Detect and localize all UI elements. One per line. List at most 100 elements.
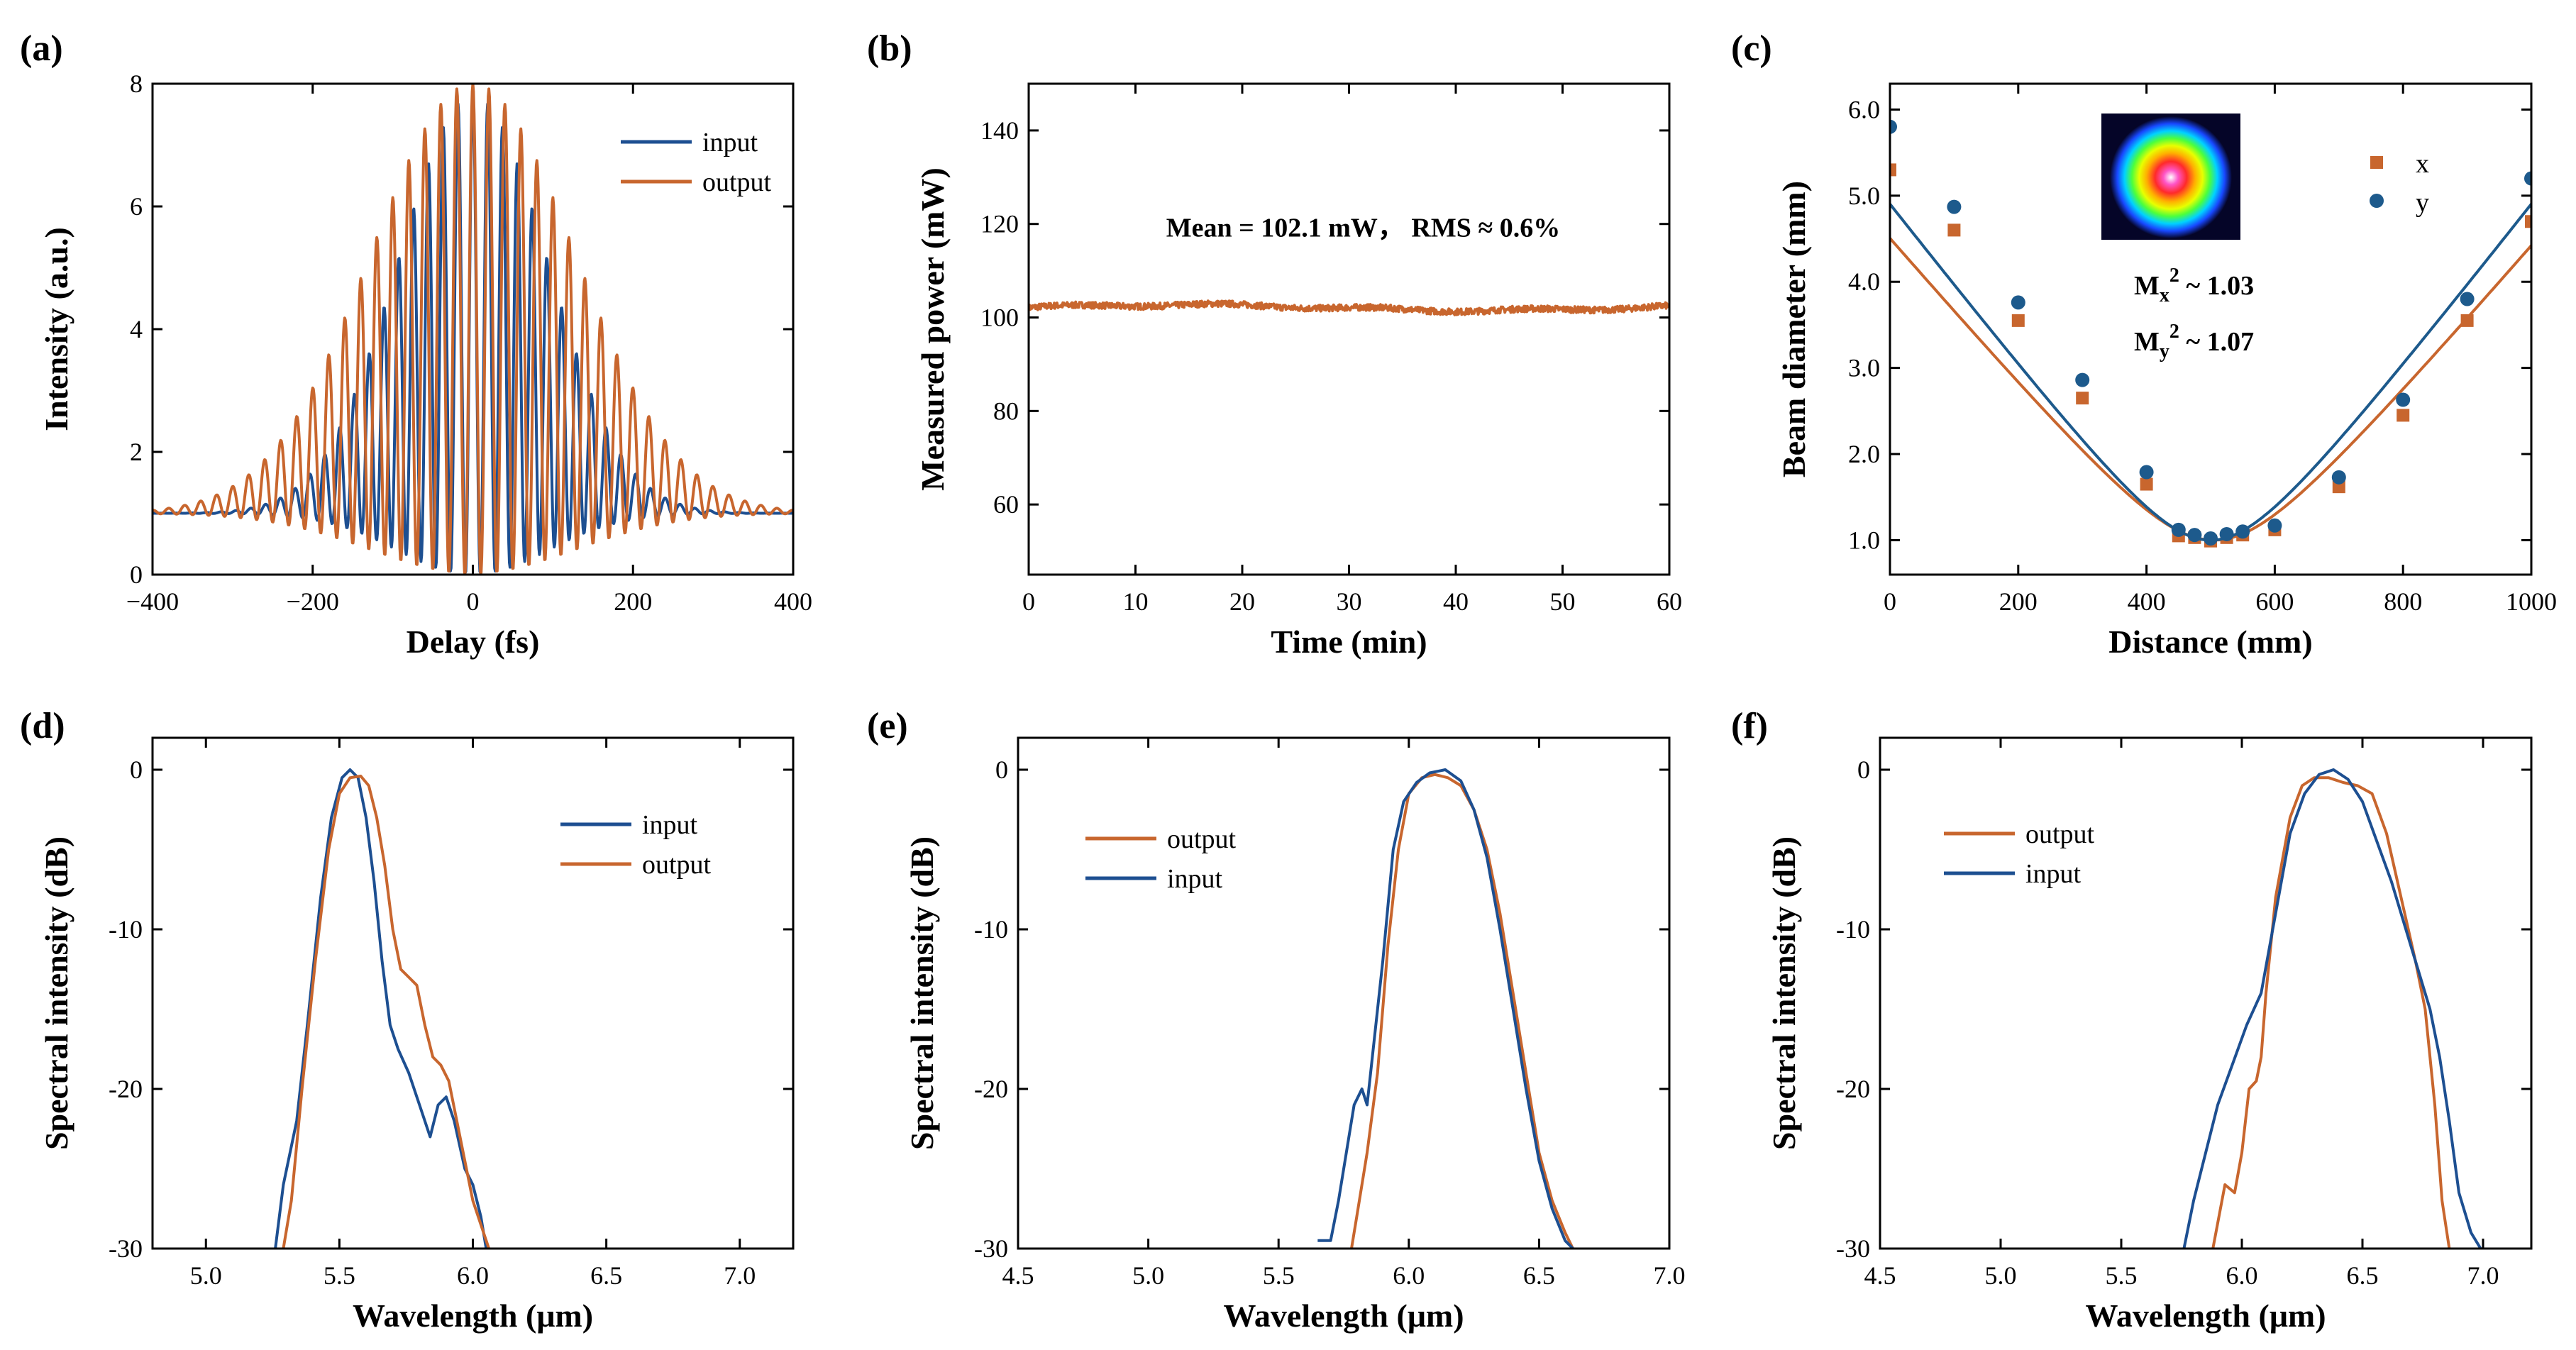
y-tick-label: 0 <box>1857 756 1870 784</box>
y-axis-label: Spectral intensity (dB) <box>904 836 940 1150</box>
chart-panel-f: (f) 4.5 5.0 5.5 6.0 6.5 7.0 0 -10 -20 -30 Wavelengt… <box>1731 706 2533 1334</box>
m2-y-part: 2 <box>2169 321 2179 343</box>
data-point-x <box>2397 409 2410 422</box>
series-line-y <box>1890 203 2531 542</box>
y-tick-label: 2.0 <box>1848 440 1880 468</box>
y-tick-label: 0 <box>130 756 143 784</box>
legend-label-output: output <box>1167 824 1237 854</box>
legend-label-input: input <box>1167 864 1223 894</box>
m2-x-part: M <box>2134 271 2160 301</box>
x-tick-label: 200 <box>614 587 652 616</box>
y-axis-label: Spectral intensity (dB) <box>1766 836 1802 1150</box>
plot-frame <box>1027 82 1671 576</box>
y-tick-label: 4 <box>130 315 143 343</box>
x-tick-label: 5.5 <box>1263 1261 1295 1290</box>
panel-label: (a) <box>20 28 63 69</box>
x-tick-label: 30 <box>1337 587 1362 616</box>
data-point-x <box>1890 163 1896 177</box>
data-point-y <box>2460 292 2475 306</box>
data-point-y <box>2235 524 2250 539</box>
x-tick-label: 0 <box>1884 587 1896 616</box>
chart-panel-b: (b) 0 10 20 30 40 50 60 60 80 100 120 140 Time (min) M… <box>867 28 1682 660</box>
y-tick-label: -10 <box>974 915 1008 944</box>
y-tick-label: 0 <box>995 756 1008 784</box>
x-tick-label: 10 <box>1123 587 1149 616</box>
m2-x-part: ~ 1.03 <box>2179 271 2254 301</box>
y-axis-label: Beam diameter (mm) <box>1776 181 1812 477</box>
x-tick-label: 0 <box>467 587 480 616</box>
data-point-y <box>2219 526 2234 541</box>
y-tick-label: 6 <box>130 192 143 221</box>
data-point-y <box>2331 470 2346 485</box>
legend-label-x: x <box>2416 149 2429 179</box>
x-tick-label: 400 <box>2128 587 2166 616</box>
x-axis-label: Delay (fs) <box>407 624 540 660</box>
y-axis-label: Spectral intensity (dB) <box>38 836 74 1150</box>
x-tick-label: −200 <box>287 587 339 616</box>
series-line-output <box>2211 776 2451 1249</box>
plot-area <box>1890 119 2531 548</box>
y-tick-label: 5.0 <box>1848 182 1880 210</box>
plot-area <box>153 84 793 575</box>
data-point-y <box>1947 199 1962 214</box>
x-tick-label: 1000 <box>2506 587 2557 616</box>
y-axis-label: Intensity (a.u.) <box>38 227 74 431</box>
plot-area <box>1029 299 1669 316</box>
data-point-y <box>2075 372 2090 387</box>
m2-y-part: M <box>2134 327 2160 357</box>
series-line-output <box>153 84 793 574</box>
panel-label: (b) <box>867 28 912 69</box>
series-line-input <box>1317 768 1574 1249</box>
x-tick-label: 4.5 <box>1002 1261 1034 1290</box>
data-point-y <box>1890 119 1897 134</box>
data-point-x <box>2140 477 2153 491</box>
m2-x-annotation: Mx2 ~ 1.03 <box>2134 265 2254 306</box>
x-tick-label: 5.5 <box>324 1261 355 1290</box>
x-axis-label: Wavelength (μm) <box>2085 1298 2326 1334</box>
plot-frame <box>151 736 795 1250</box>
m2-y-annotation: My2 ~ 1.07 <box>2134 321 2254 363</box>
x-tick-label: 5.0 <box>1132 1261 1164 1290</box>
plot-frame <box>1879 736 2533 1250</box>
y-tick-label: 6.0 <box>1848 95 1880 123</box>
data-point-y <box>2171 522 2186 537</box>
y-tick-label: 8 <box>130 70 143 98</box>
x-axis-label: Wavelength (μm) <box>1223 1298 1464 1334</box>
x-tick-label: 20 <box>1229 587 1255 616</box>
x-tick-label: 50 <box>1550 587 1576 616</box>
x-tick-label: 5.0 <box>190 1261 222 1290</box>
x-tick-label: 6.0 <box>1393 1261 1425 1290</box>
y-tick-label: 60 <box>993 490 1019 519</box>
legend-label-output: output <box>642 850 712 880</box>
y-tick-label: -30 <box>974 1234 1008 1263</box>
y-tick-label: -30 <box>109 1234 143 1263</box>
x-tick-label: 7.0 <box>2467 1261 2499 1290</box>
m2-y-part: ~ 1.07 <box>2179 327 2254 357</box>
x-tick-label: 800 <box>2384 587 2422 616</box>
x-tick-label: 5.5 <box>2106 1261 2138 1290</box>
series-line-power <box>1029 299 1669 316</box>
x-tick-label: −400 <box>126 587 179 616</box>
panel-label: (f) <box>1731 706 1768 746</box>
series-line-input <box>274 768 488 1249</box>
chart-panel-c: (c) 0 200 400 600 800 1000 1.0 2.0 3.0 4.0 5.0 6.0 Di… <box>1731 28 2557 660</box>
x-tick-label: 4.5 <box>1864 1261 1896 1290</box>
y-tick-label: -10 <box>109 915 143 944</box>
plot-area <box>274 768 490 1249</box>
chart-panel-a: (a) −400 −200 0 200 400 0 2 4 6 8 Delay (fs) Intensi… <box>20 28 812 660</box>
y-tick-label: 100 <box>980 304 1019 332</box>
x-tick-label: 6.5 <box>590 1261 622 1290</box>
x-axis-label: Distance (mm) <box>2108 624 2312 660</box>
data-point-y <box>2396 392 2411 407</box>
y-axis-label: Measured power (mW) <box>914 167 951 491</box>
m2-x-part: x <box>2160 284 2169 306</box>
x-tick-label: 40 <box>1443 587 1469 616</box>
y-tick-label: -10 <box>1836 915 1870 944</box>
legend-marker-y <box>2370 194 2384 208</box>
x-tick-label: 400 <box>774 587 812 616</box>
data-point-y <box>2011 295 2025 310</box>
x-tick-label: 7.0 <box>1654 1261 1686 1290</box>
data-point-y <box>2187 528 2202 543</box>
x-tick-label: 60 <box>1657 587 1682 616</box>
plot-frame <box>1017 736 1671 1250</box>
